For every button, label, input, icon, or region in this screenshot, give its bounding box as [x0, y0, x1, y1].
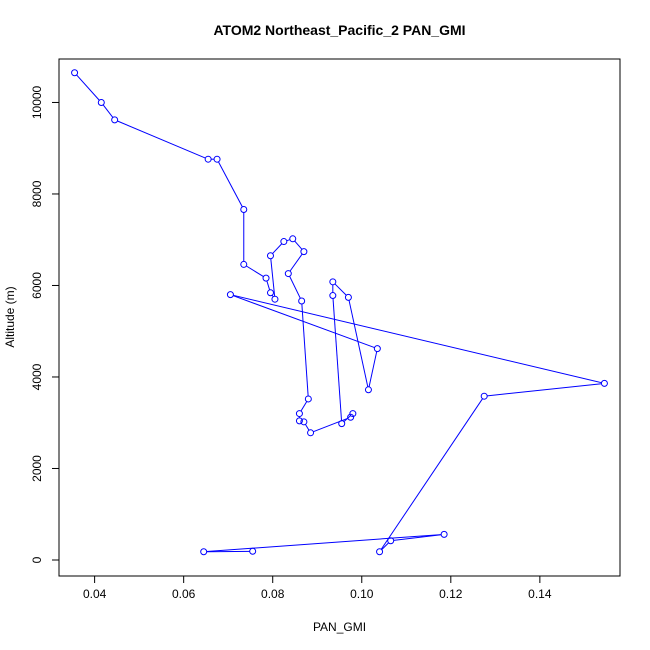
data-point — [373, 345, 381, 353]
data-point — [329, 278, 337, 286]
series-segment — [380, 398, 483, 550]
series-segment — [286, 239, 291, 242]
series-segment — [289, 253, 303, 272]
data-point — [347, 413, 355, 421]
series-segment — [266, 280, 271, 291]
data-point — [289, 235, 297, 243]
series-segment — [218, 161, 243, 208]
x-tick-label: 0.04 — [83, 587, 107, 601]
series-segment — [294, 240, 303, 250]
data-point — [387, 537, 395, 545]
data-point — [240, 206, 248, 214]
series-segment — [76, 74, 100, 101]
y-tick-label: 6000 — [30, 272, 44, 299]
series-segment — [343, 415, 351, 423]
series-segment — [334, 283, 347, 296]
y-tick-label: 4000 — [30, 363, 44, 390]
plot-frame — [58, 58, 621, 577]
data-point — [307, 429, 315, 437]
data-point — [364, 386, 372, 394]
data-point — [304, 395, 312, 403]
y-tick-label: 10000 — [30, 85, 44, 119]
data-point — [266, 252, 274, 260]
series-segment — [206, 534, 442, 553]
data-point — [271, 295, 279, 303]
x-tick-label: 0.06 — [172, 587, 196, 601]
data-point — [200, 548, 208, 556]
data-point — [440, 530, 448, 538]
series-segment — [393, 534, 442, 541]
series-segment — [117, 120, 206, 159]
y-tick-label: 8000 — [30, 180, 44, 207]
data-point — [338, 420, 346, 428]
x-tick-label: 0.12 — [439, 587, 463, 601]
series-segment — [102, 104, 114, 118]
chart-title: ATOM2 Northeast_Pacific_2 PAN_GMI — [213, 22, 465, 38]
y-tick-label: 2000 — [30, 455, 44, 482]
series-segment — [305, 424, 310, 431]
series-segment — [368, 351, 378, 387]
data-point — [213, 155, 221, 163]
series-segment — [233, 295, 375, 349]
data-point — [349, 410, 357, 418]
data-point — [284, 270, 292, 278]
data-point — [266, 289, 274, 297]
data-point — [300, 418, 308, 426]
series-segment — [348, 300, 369, 387]
data-point — [280, 238, 288, 246]
y-tick-label: 0 — [30, 556, 44, 563]
series-segment — [332, 298, 343, 421]
y-axis: 0 2000 4000 6000 8000 10000 — [30, 85, 59, 563]
data-point — [480, 392, 488, 400]
series-segment — [300, 401, 308, 412]
x-tick-label: 0.10 — [350, 587, 374, 601]
data-point — [249, 547, 257, 555]
x-tick-label: 0.14 — [528, 587, 552, 601]
data-point — [262, 274, 270, 282]
data-point — [204, 155, 212, 163]
series-points — [71, 69, 608, 556]
data-point — [295, 417, 303, 425]
data-point — [298, 297, 306, 305]
series-segment — [270, 258, 276, 297]
data-point — [300, 248, 308, 256]
series-segment — [246, 265, 264, 278]
series-segment — [381, 542, 389, 551]
data-point — [376, 548, 384, 556]
x-axis: 0.04 0.06 0.08 0.10 0.12 0.14 — [83, 576, 552, 601]
data-point — [71, 69, 79, 77]
data-point — [226, 291, 234, 299]
x-axis-label: PAN_GMI — [313, 620, 366, 634]
y-axis-label: Altitude (m) — [3, 286, 17, 347]
series-segment — [233, 294, 602, 384]
data-point — [600, 379, 608, 387]
data-point — [344, 293, 352, 301]
series-segment — [272, 243, 283, 254]
series-segment — [289, 276, 301, 299]
data-point — [329, 292, 337, 300]
data-point — [295, 410, 303, 418]
data-point — [111, 116, 119, 124]
data-point — [97, 98, 105, 106]
data-point — [240, 260, 248, 268]
x-tick-label: 0.08 — [261, 587, 285, 601]
series-segment — [301, 303, 309, 396]
series-segment — [487, 383, 602, 397]
series-lines — [76, 74, 602, 553]
